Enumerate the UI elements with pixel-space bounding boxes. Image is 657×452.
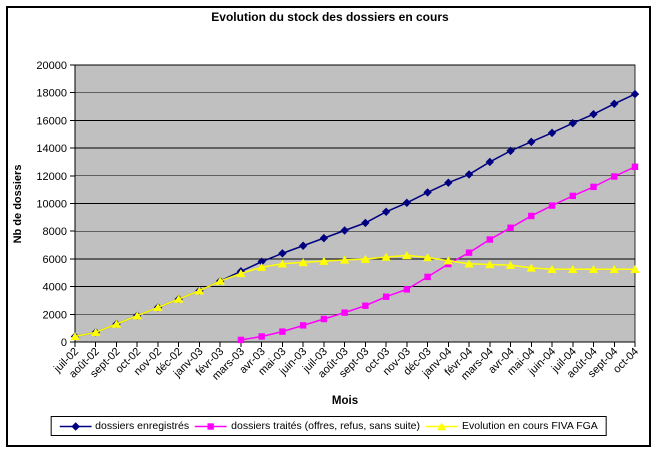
- series-line: [240, 166, 636, 341]
- data-point-marker: [609, 264, 619, 273]
- data-point-marker: [402, 251, 412, 260]
- y-tick-label: 18000: [36, 88, 67, 100]
- data-point-marker: [443, 256, 454, 265]
- data-point-marker: [299, 322, 307, 329]
- data-point-marker: [464, 170, 474, 179]
- data-point-marker: [339, 255, 350, 264]
- chart-title: Evolution du stock des dossiers en cours: [211, 10, 449, 24]
- data-point-marker: [319, 256, 329, 265]
- data-point-marker: [422, 253, 433, 262]
- data-point-marker: [465, 249, 473, 256]
- data-point-marker: [360, 254, 371, 263]
- data-point-marker: [341, 309, 348, 316]
- y-tick-label: 6000: [43, 254, 67, 266]
- y-axis-title: Nb de dossiers: [12, 165, 24, 244]
- data-point-marker: [547, 264, 557, 273]
- data-point-marker: [548, 202, 556, 209]
- data-point-marker: [527, 137, 536, 147]
- data-point-marker: [361, 218, 370, 228]
- y-tick-label: 20000: [36, 60, 67, 72]
- data-point-marker: [298, 241, 308, 250]
- data-point-marker: [507, 224, 514, 231]
- data-point-marker: [505, 260, 516, 269]
- series-2: [70, 251, 640, 341]
- data-point-marker: [630, 264, 640, 273]
- data-point-marker: [256, 262, 267, 271]
- data-point-marker: [423, 188, 432, 197]
- diamond-marker-icon: [59, 421, 92, 431]
- data-point-marker: [485, 260, 495, 269]
- data-point-marker: [590, 183, 597, 191]
- data-point-marker: [568, 118, 577, 128]
- data-point-marker: [277, 259, 288, 268]
- data-point-marker: [362, 302, 369, 309]
- data-point-marker: [402, 198, 412, 208]
- y-tick-label: 14000: [36, 143, 67, 155]
- data-point-marker: [631, 163, 639, 170]
- legend-item-dossiers-traites: dossiers traités (offres, refus, sans su…: [195, 420, 420, 432]
- y-tick-label: 10000: [36, 199, 67, 211]
- data-point-marker: [237, 336, 245, 344]
- data-point-marker: [279, 328, 286, 335]
- data-point-marker: [611, 173, 618, 180]
- series-line: [74, 254, 635, 338]
- data-point-marker: [194, 286, 205, 295]
- data-point-marker: [278, 249, 287, 258]
- data-point-marker: [569, 192, 576, 200]
- y-tick-label: 8000: [43, 226, 67, 238]
- data-point-marker: [298, 258, 308, 267]
- data-point-marker: [424, 273, 431, 281]
- data-point-marker: [588, 264, 599, 273]
- y-tick-label: 4000: [43, 282, 67, 294]
- data-point-marker: [70, 332, 80, 341]
- data-point-marker: [153, 303, 163, 312]
- data-point-marker: [547, 128, 557, 138]
- data-point-marker: [589, 109, 598, 119]
- y-tick-label: 12000: [36, 171, 67, 183]
- x-axis-title: Mois: [332, 395, 358, 407]
- legend-item-dossiers-enregistres: dossiers enregistrés: [59, 420, 189, 432]
- data-point-marker: [381, 252, 391, 261]
- data-point-marker: [506, 146, 515, 156]
- legend: dossiers enregistrés dossiers traités (o…: [50, 416, 607, 436]
- square-marker-icon: [195, 422, 228, 430]
- data-point-marker: [486, 236, 494, 243]
- y-tick-label: 2000: [43, 309, 67, 321]
- data-point-marker: [528, 212, 535, 220]
- data-point-marker: [526, 263, 536, 272]
- data-point-marker: [258, 333, 265, 340]
- data-point-marker: [111, 319, 122, 328]
- legend-label: Evolution en cours FIVA FGA: [462, 420, 598, 432]
- data-point-marker: [444, 178, 453, 187]
- triangle-marker-icon: [426, 421, 459, 430]
- data-point-marker: [568, 264, 578, 273]
- y-tick-label: 16000: [36, 115, 67, 127]
- data-point-marker: [610, 99, 619, 108]
- data-point-marker: [320, 315, 328, 323]
- data-point-marker: [319, 233, 329, 243]
- legend-label: dossiers enregistrés: [95, 420, 190, 432]
- data-point-marker: [174, 294, 184, 303]
- legend-item-evolution-en-cours: Evolution en cours FIVA FGA: [426, 420, 598, 432]
- data-point-marker: [464, 259, 474, 268]
- data-point-marker: [215, 276, 225, 285]
- data-point-marker: [485, 157, 495, 167]
- data-point-marker: [236, 269, 246, 278]
- y-axis: 0 2000 4000 6000 8000 10000 12000 14000 16000 180…: [36, 60, 75, 349]
- data-point-marker: [382, 293, 390, 300]
- y-tick-label: 0: [61, 337, 67, 349]
- data-point-marker: [381, 207, 391, 217]
- data-point-marker: [630, 89, 640, 99]
- data-point-marker: [403, 286, 411, 293]
- data-point-marker: [257, 257, 266, 266]
- x-axis: juil-02août-02sept-02oct-02nov-02déc-02j…: [51, 342, 641, 383]
- data-point-marker: [340, 226, 349, 235]
- legend-label: dossiers traités (offres, refus, sans su…: [231, 420, 421, 432]
- data-point-marker: [91, 328, 101, 337]
- data-point-marker: [132, 311, 142, 320]
